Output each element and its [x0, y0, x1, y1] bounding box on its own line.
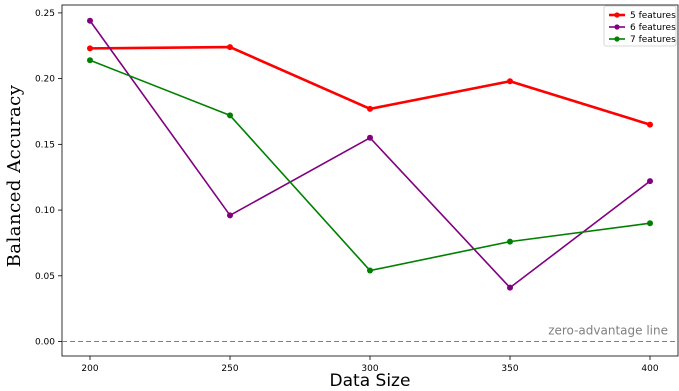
y-axis-ticks: 0.00 0.05 0.10 0.15 0.20 0.25 — [35, 9, 62, 348]
x-tick-label: 250 — [221, 364, 238, 374]
legend-entry-label: 5 features — [630, 11, 676, 21]
x-axis-ticks: 200 250 300 350 400 — [81, 356, 659, 374]
legend-marker — [614, 24, 620, 30]
legend: 5 features 6 features 7 features — [603, 5, 677, 47]
data-point — [227, 212, 233, 219]
data-point — [647, 178, 653, 185]
y-tick-label: 0.10 — [35, 206, 55, 216]
data-point — [87, 17, 93, 24]
legend-entry-label: 7 features — [630, 35, 676, 45]
data-point — [507, 238, 513, 245]
x-tick-label: 350 — [501, 364, 518, 374]
data-point — [647, 121, 653, 128]
zero-advantage-label: zero-advantage line — [548, 324, 668, 338]
plot-area — [61, 4, 679, 357]
x-axis-label: Data Size — [330, 371, 411, 391]
x-tick-label: 200 — [81, 364, 98, 374]
data-point — [367, 105, 373, 112]
reference-line-group: zero-advantage line — [62, 324, 678, 343]
legend-entry-label: 6 features — [630, 23, 676, 33]
data-point — [367, 267, 373, 274]
data-point — [227, 112, 233, 119]
y-axis-label: Balanced Accuracy — [4, 84, 25, 267]
data-point — [507, 284, 513, 291]
x-tick-label: 400 — [641, 364, 658, 374]
y-tick-label: 0.00 — [35, 338, 55, 348]
data-point — [507, 78, 513, 85]
data-point — [647, 220, 653, 227]
data-point — [87, 45, 93, 52]
legend-marker — [614, 12, 620, 18]
data-point — [227, 44, 233, 51]
x-tick-label: 300 — [361, 364, 378, 374]
data-point — [87, 57, 93, 64]
series-group — [87, 17, 653, 291]
legend-marker — [614, 36, 620, 42]
y-tick-label: 0.25 — [35, 9, 55, 19]
y-tick-label: 0.15 — [35, 140, 55, 150]
data-point — [367, 134, 373, 141]
y-tick-label: 0.05 — [35, 272, 55, 282]
y-tick-label: 0.20 — [35, 75, 55, 85]
